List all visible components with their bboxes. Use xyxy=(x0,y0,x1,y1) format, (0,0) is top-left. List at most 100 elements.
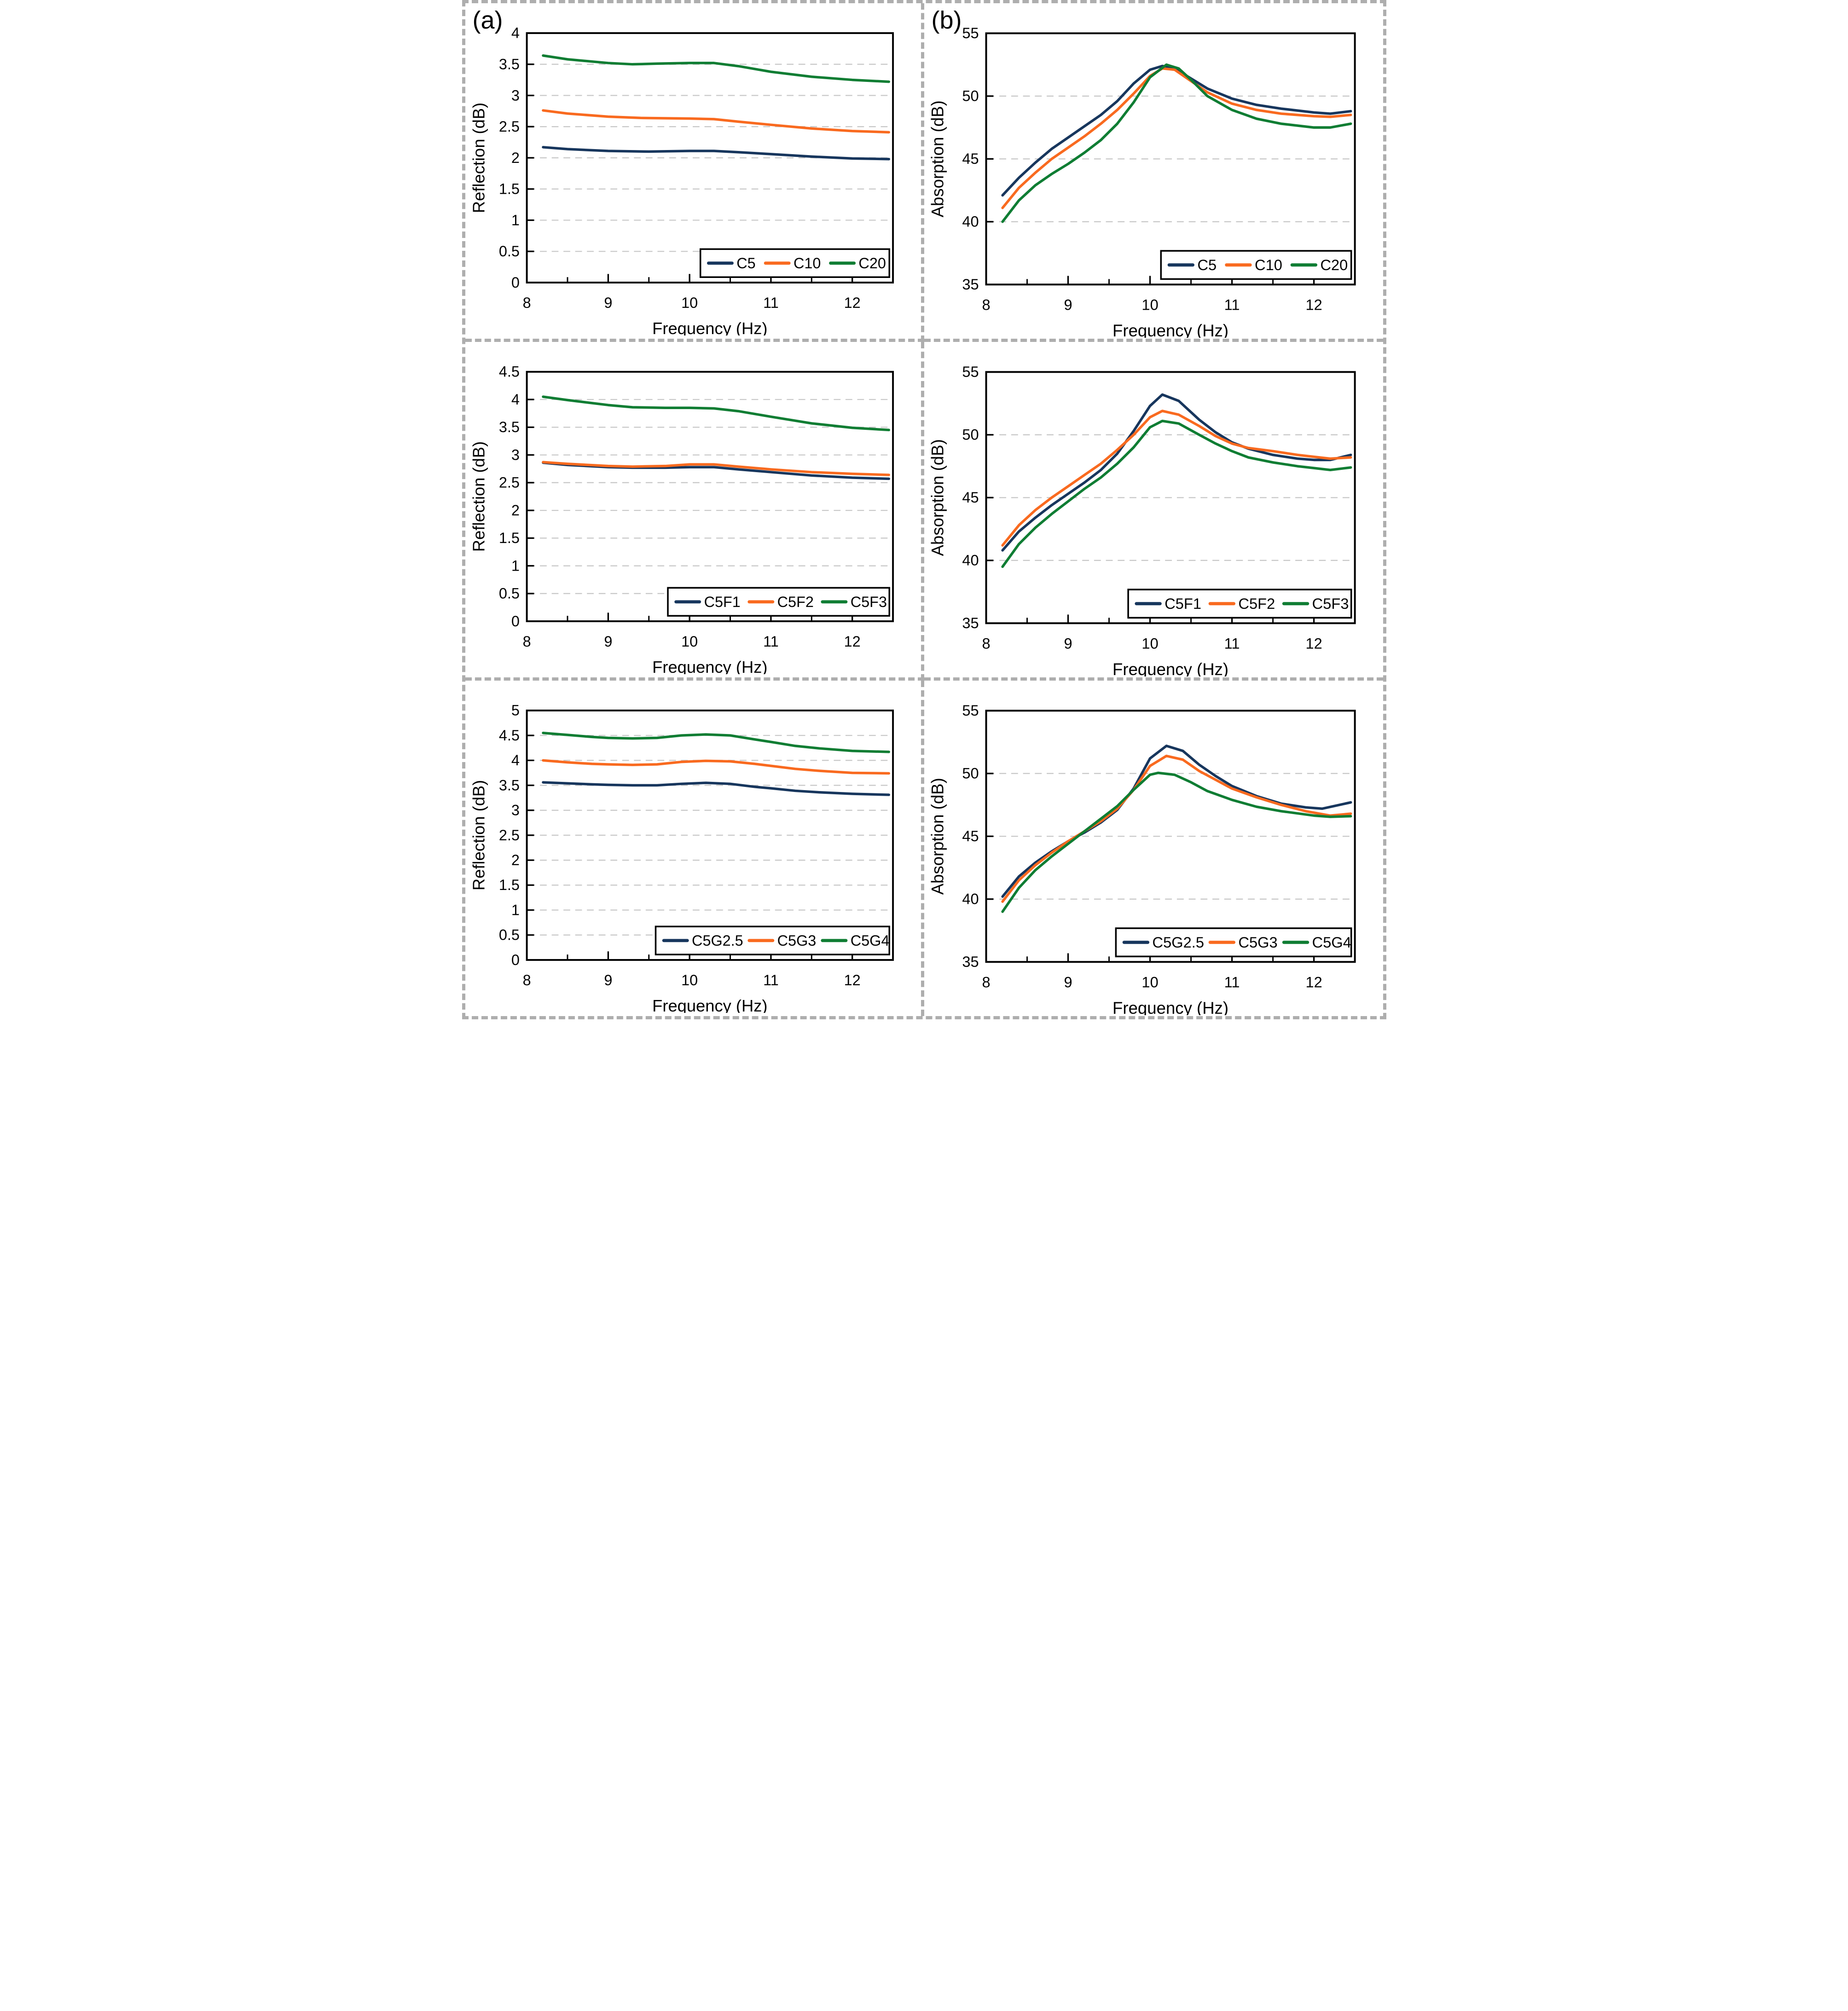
chart-svg: 8 9 10 11 12 0 0.5 1 1.5 2 2.5 3 3.5 4 4.5 Frequency (H… xyxy=(469,364,894,674)
x-tick-label: 9 xyxy=(604,972,612,988)
series-line-C10 xyxy=(541,109,890,134)
series-line-C5F3 xyxy=(1001,419,1352,568)
series-line-C5F2 xyxy=(541,461,890,476)
y-tick-label: 3 xyxy=(511,446,519,463)
x-tick-label: 12 xyxy=(1305,635,1322,652)
chart-reflection-c5f-series: 8 9 10 11 12 0 0.5 1 1.5 2 2.5 3 3.5 4 4.5 Frequency (H… xyxy=(466,345,920,674)
series-line-C5F3 xyxy=(541,395,890,432)
legend-label-C5G3: C5G3 xyxy=(777,932,816,949)
y-tick-label: 45 xyxy=(962,150,979,167)
x-tick-label: 10 xyxy=(681,295,698,311)
y-tick-label: 0.5 xyxy=(498,927,519,943)
legend-box xyxy=(1127,589,1352,619)
y-axis-title: Absorption (dB) xyxy=(928,439,947,556)
series-line-C5 xyxy=(541,146,890,161)
x-tick-label: 9 xyxy=(604,295,612,311)
panel-label-a: (a) xyxy=(472,6,503,34)
legend-label-C5G2.5: C5G2.5 xyxy=(692,932,743,949)
series-line-C5F1 xyxy=(1001,393,1352,552)
y-tick-label: 55 xyxy=(962,24,979,41)
x-tick-label: 8 xyxy=(522,972,531,988)
y-tick-label: 2.5 xyxy=(498,118,519,135)
plot-frame xyxy=(526,709,894,961)
y-tick-label: 1 xyxy=(511,901,519,918)
y-tick-label: 0 xyxy=(511,274,519,291)
legend-label-C10: C10 xyxy=(794,255,821,272)
x-tick-label: 8 xyxy=(982,635,990,652)
x-tick-label: 8 xyxy=(522,633,531,650)
y-tick-label: 4 xyxy=(511,391,519,408)
y-tick-label: 3.5 xyxy=(498,777,519,793)
y-axis-title: Reflection (dB) xyxy=(469,441,488,552)
legend-label-C20: C20 xyxy=(858,255,886,272)
x-axis-title: Frequency (Hz) xyxy=(1112,321,1228,338)
chart-reflection-c-series: 8 9 10 11 12 0 0.5 1 1.5 2 2.5 3 3.5 4 Frequency (Hz) R… xyxy=(466,6,920,335)
x-tick-label: 8 xyxy=(982,974,990,991)
x-axis-title: Frequency (Hz) xyxy=(652,319,767,335)
legend-label-C5F2: C5F2 xyxy=(1238,595,1275,612)
x-axis-title: Frequency (Hz) xyxy=(1112,999,1228,1015)
legend-label-C5G3: C5G3 xyxy=(1238,934,1277,951)
y-tick-label: 50 xyxy=(962,765,979,782)
y-tick-label: 0 xyxy=(511,952,519,968)
y-tick-label: 2.5 xyxy=(498,827,519,844)
x-tick-label: 12 xyxy=(1305,296,1322,313)
x-tick-label: 8 xyxy=(982,296,990,313)
x-tick-label: 10 xyxy=(1141,296,1158,313)
x-axis-title: Frequency (Hz) xyxy=(1112,660,1228,676)
legend-label-C10: C10 xyxy=(1255,256,1282,273)
y-tick-label: 0.5 xyxy=(498,243,519,260)
y-tick-label: 4 xyxy=(511,25,519,41)
plot-frame xyxy=(985,710,1356,963)
y-tick-label: 3 xyxy=(511,87,519,104)
panel-b-row3: 8 9 10 11 12 35 40 45 50 55 Frequency (Hz) Absorpti… xyxy=(924,681,1383,1016)
legend-label-C5F3: C5F3 xyxy=(1312,595,1349,612)
plot-frame xyxy=(526,370,894,622)
y-tick-label: 4 xyxy=(511,752,519,769)
x-tick-label: 12 xyxy=(844,633,860,650)
x-tick-label: 9 xyxy=(1064,635,1072,652)
chart-reflection-c5g-series: 8 9 10 11 12 0 0.5 1 1.5 2 2.5 3 3.5 4 4.5 5 Frequency (… xyxy=(466,683,920,1013)
x-tick-label: 10 xyxy=(1141,974,1158,991)
panel-b-row2: 8 9 10 11 12 35 40 45 50 55 Frequency (Hz) Absorpti… xyxy=(924,342,1383,681)
x-tick-label: 9 xyxy=(604,633,612,650)
panel-b-row1: (b) 8 9 10 11 12 35 40 45 50 55 Frequency (Hz) Abso… xyxy=(924,3,1383,342)
x-tick-label: 11 xyxy=(763,633,779,650)
series-line-C5G4 xyxy=(1001,771,1352,913)
series-line-C20 xyxy=(541,54,890,83)
y-axis-title: Absorption (dB) xyxy=(928,778,947,895)
x-tick-label: 10 xyxy=(681,633,698,650)
chart-absorption-c-series: 8 9 10 11 12 35 40 45 50 55 Frequency (Hz) Absorpti… xyxy=(925,6,1382,338)
panel-a-row2: 8 9 10 11 12 0 0.5 1 1.5 2 2.5 3 3.5 4 4.5 Frequency (H… xyxy=(465,342,924,681)
legend-label-C5F2: C5F2 xyxy=(777,594,813,610)
plot-frame xyxy=(985,32,1356,286)
y-tick-label: 45 xyxy=(962,489,979,506)
y-tick-label: 1.5 xyxy=(498,530,519,546)
y-tick-label: 3.5 xyxy=(498,56,519,72)
series-line-C5G2.5 xyxy=(1001,745,1352,898)
series-line-C5G2.5 xyxy=(541,781,890,796)
y-tick-label: 45 xyxy=(962,827,979,844)
legend-label-C5G4: C5G4 xyxy=(1312,934,1351,951)
legend-label-C5F1: C5F1 xyxy=(704,594,740,610)
chart-svg: 8 9 10 11 12 0 0.5 1 1.5 2 2.5 3 3.5 4 Frequency (Hz) R… xyxy=(469,25,894,335)
legend-label-C5F3: C5F3 xyxy=(850,594,886,610)
series-line-C10 xyxy=(1001,67,1352,209)
plot-frame xyxy=(985,371,1356,624)
y-tick-label: 50 xyxy=(962,87,979,104)
y-tick-label: 1.5 xyxy=(498,181,519,197)
panel-a-row3: 8 9 10 11 12 0 0.5 1 1.5 2 2.5 3 3.5 4 4.5 5 Frequency (… xyxy=(465,681,924,1016)
series-line-C5 xyxy=(1001,64,1352,197)
series-line-C5F2 xyxy=(1001,410,1352,547)
legend-label-C5G4: C5G4 xyxy=(850,932,889,949)
x-tick-label: 11 xyxy=(1224,296,1240,313)
y-tick-label: 40 xyxy=(962,890,979,907)
series-line-C5G4 xyxy=(541,731,890,753)
y-tick-label: 1.5 xyxy=(498,877,519,893)
legend-label-C5: C5 xyxy=(736,255,755,272)
y-tick-label: 40 xyxy=(962,213,979,230)
x-tick-label: 8 xyxy=(522,295,531,311)
chart-svg: 8 9 10 11 12 35 40 45 50 55 Frequency (Hz) Absorpti… xyxy=(928,24,1356,338)
y-tick-label: 35 xyxy=(962,953,979,970)
x-axis-title: Frequency (Hz) xyxy=(652,658,767,674)
